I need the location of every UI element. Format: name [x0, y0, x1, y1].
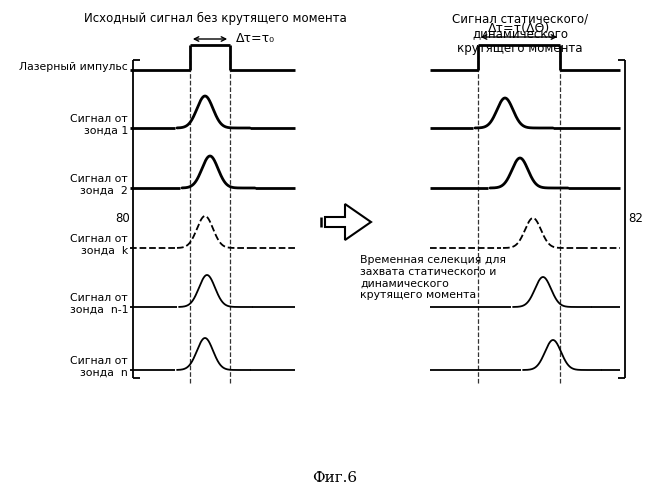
Text: Сигнал от
зонда  n: Сигнал от зонда n — [70, 356, 128, 378]
Text: 80: 80 — [115, 212, 130, 226]
Text: Фиг.6: Фиг.6 — [312, 471, 358, 485]
Polygon shape — [325, 204, 371, 240]
Text: Сигнал от
зонда 1: Сигнал от зонда 1 — [70, 114, 128, 136]
Text: Исходный сигнал без крутящего момента: Исходный сигнал без крутящего момента — [84, 12, 346, 25]
Text: Сигнал статического/
динамического
крутящего момента: Сигнал статического/ динамического крутя… — [452, 12, 588, 55]
Text: Сигнал от
зонда  2: Сигнал от зонда 2 — [70, 174, 128, 196]
Text: Сигнал от
зонда  k: Сигнал от зонда k — [70, 234, 128, 256]
Text: Лазерный импульс: Лазерный импульс — [19, 62, 128, 72]
Text: Временная селекция для
захвата статического и
динамического
крутящего момента: Временная селекция для захвата статическ… — [360, 255, 506, 300]
Text: Δτ=τ₀: Δτ=τ₀ — [236, 32, 275, 46]
Text: Δτ=τ(ΔΘ): Δτ=τ(ΔΘ) — [488, 22, 550, 35]
Text: Сигнал от
зонда  n-1: Сигнал от зонда n-1 — [70, 293, 128, 315]
Text: 82: 82 — [628, 212, 643, 226]
